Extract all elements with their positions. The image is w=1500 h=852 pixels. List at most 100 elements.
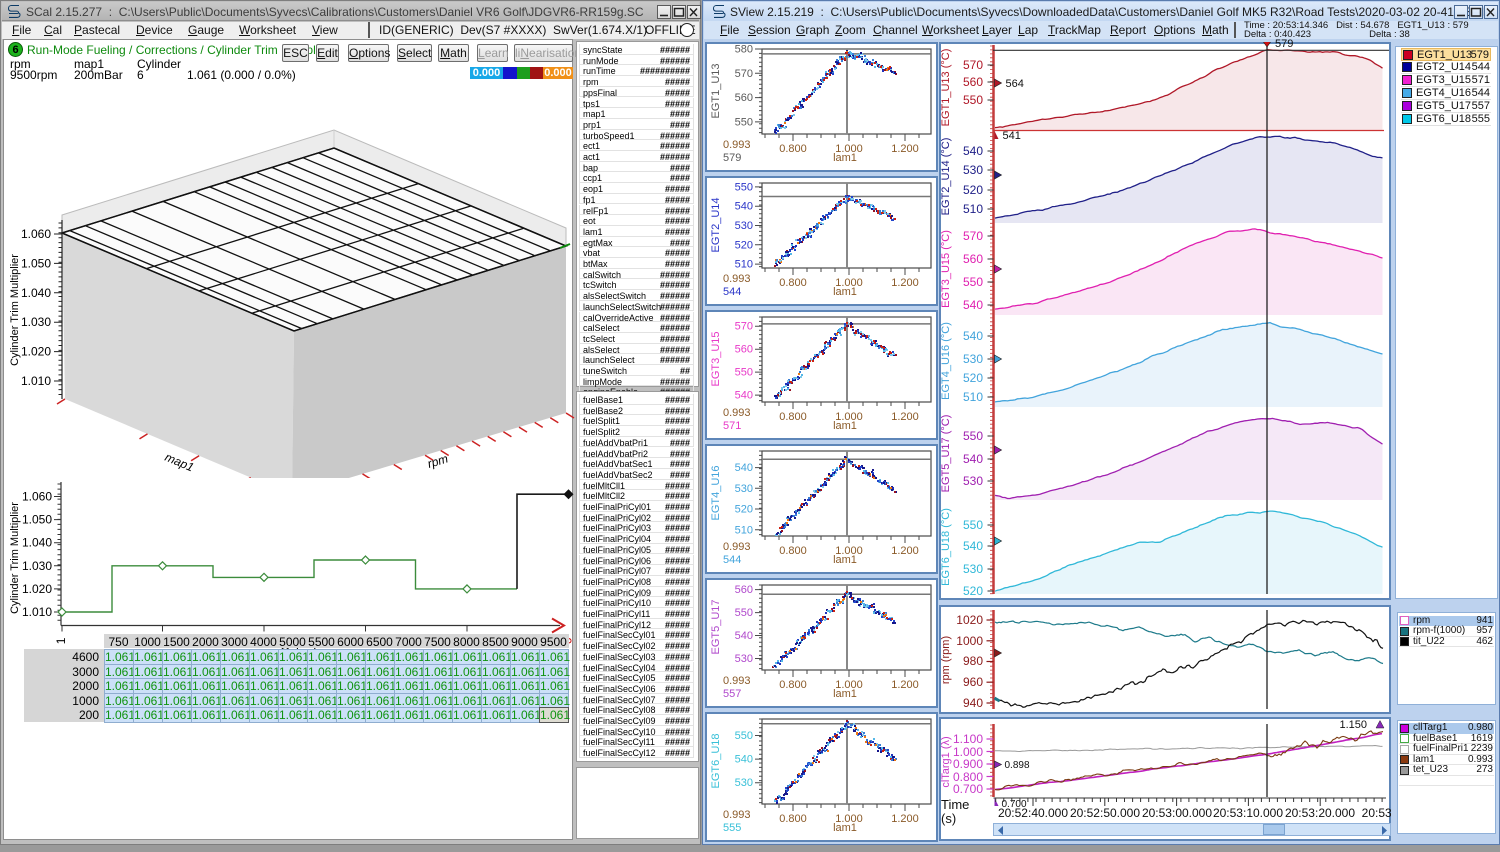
svg-text:571: 571 — [723, 420, 741, 432]
svg-text:544: 544 — [723, 554, 741, 566]
svg-text:lam1: lam1 — [833, 688, 857, 700]
svg-text:557: 557 — [723, 688, 741, 700]
svg-text:1.200: 1.200 — [891, 277, 919, 289]
svg-text:510: 510 — [963, 202, 983, 216]
svg-text:20:53:00.000: 20:53:00.000 — [1142, 806, 1212, 820]
svg-text:540: 540 — [735, 754, 753, 766]
svg-text:Cylinder Trim Multiplier: Cylinder Trim Multiplier — [9, 254, 21, 366]
svg-text:579: 579 — [723, 152, 741, 164]
svg-text:530: 530 — [735, 483, 753, 495]
svg-text:580: 580 — [735, 44, 753, 56]
svg-text:960: 960 — [963, 675, 983, 689]
svg-text:Time: Time — [941, 797, 969, 812]
svg-text:1.050: 1.050 — [21, 256, 51, 270]
svg-text:1.060: 1.060 — [22, 490, 52, 504]
svg-text:1.200: 1.200 — [891, 545, 919, 557]
svg-text:520: 520 — [735, 239, 753, 251]
svg-text:550: 550 — [963, 429, 983, 443]
svg-text:550: 550 — [735, 607, 753, 619]
svg-text:540: 540 — [735, 390, 753, 402]
svg-text:0.900: 0.900 — [953, 757, 983, 771]
svg-text:540: 540 — [963, 452, 983, 466]
svg-text:530: 530 — [735, 777, 753, 789]
svg-text:520: 520 — [963, 584, 983, 598]
svg-text:0.898: 0.898 — [1005, 760, 1030, 771]
svg-text:540: 540 — [963, 298, 983, 312]
svg-text:20:52:40.000: 20:52:40.000 — [998, 806, 1068, 820]
svg-text:0.800: 0.800 — [779, 679, 807, 691]
svg-text:(s): (s) — [941, 811, 956, 826]
svg-text:1.030: 1.030 — [22, 559, 52, 573]
svg-text:EGT4_U16: EGT4_U16 — [710, 465, 722, 520]
svg-text:lam1: lam1 — [833, 554, 857, 566]
svg-text:20:53:20.000: 20:53:20.000 — [1285, 806, 1355, 820]
svg-text:lam1: lam1 — [833, 822, 857, 834]
svg-text:555: 555 — [723, 822, 741, 834]
svg-text:1.000: 1.000 — [835, 545, 863, 557]
svg-text:940: 940 — [963, 696, 983, 710]
svg-text:1.020: 1.020 — [21, 345, 51, 359]
svg-text:560: 560 — [735, 344, 753, 356]
svg-text:1.040: 1.040 — [21, 286, 51, 300]
svg-text:550: 550 — [735, 367, 753, 379]
svg-text:541: 541 — [1003, 130, 1021, 142]
svg-text:lam1: lam1 — [833, 286, 857, 298]
svg-text:1020: 1020 — [956, 613, 983, 627]
svg-text:540: 540 — [735, 201, 753, 213]
svg-text:0.800: 0.800 — [779, 545, 807, 557]
svg-text:1.000: 1.000 — [953, 745, 983, 759]
svg-text:0.993: 0.993 — [723, 675, 751, 687]
svg-text:1.020: 1.020 — [22, 582, 52, 596]
svg-text:1.030: 1.030 — [21, 315, 51, 329]
svg-text:EGT2_U14: EGT2_U14 — [710, 197, 722, 252]
svg-text:550: 550 — [963, 93, 983, 107]
svg-text:Cylinder Trim Multiplier: Cylinder Trim Multiplier — [9, 502, 21, 614]
svg-text:1.000: 1.000 — [835, 813, 863, 825]
svg-text:1.000: 1.000 — [835, 143, 863, 155]
svg-text:530: 530 — [963, 163, 983, 177]
svg-text:EGT6_U18: EGT6_U18 — [710, 733, 722, 788]
svg-text:rpm: rpm — [426, 451, 450, 470]
svg-text:540: 540 — [963, 329, 983, 343]
svg-text:510: 510 — [963, 390, 983, 404]
svg-text:530: 530 — [963, 562, 983, 576]
svg-text:EGT6_U18 (°C): EGT6_U18 (°C) — [940, 508, 952, 586]
svg-text:510: 510 — [735, 524, 753, 536]
svg-text:0.800: 0.800 — [779, 277, 807, 289]
svg-text:0.800: 0.800 — [953, 770, 983, 784]
svg-text:540: 540 — [963, 144, 983, 158]
svg-text:rpm (rpm): rpm (rpm) — [940, 636, 952, 684]
svg-text:EGT3_U15: EGT3_U15 — [710, 331, 722, 386]
svg-text:0.800: 0.800 — [779, 813, 807, 825]
svg-text:0.993: 0.993 — [723, 273, 751, 285]
svg-text:EGT3_U15 (°C): EGT3_U15 (°C) — [940, 230, 952, 308]
svg-text:570: 570 — [963, 58, 983, 72]
svg-text:0.700: 0.700 — [1002, 799, 1027, 810]
svg-text:0.800: 0.800 — [779, 143, 807, 155]
svg-text:1.200: 1.200 — [891, 411, 919, 423]
svg-text:530: 530 — [963, 474, 983, 488]
svg-text:1.040: 1.040 — [22, 536, 52, 550]
svg-text:1.060: 1.060 — [21, 227, 51, 241]
svg-text:540: 540 — [735, 462, 753, 474]
svg-text:560: 560 — [735, 92, 753, 104]
svg-text:0.700: 0.700 — [953, 782, 983, 796]
svg-text:1.010: 1.010 — [21, 374, 51, 388]
svg-text:550: 550 — [735, 730, 753, 742]
svg-text:20:52:50.000: 20:52:50.000 — [1070, 806, 1140, 820]
svg-text:564: 564 — [1006, 78, 1024, 90]
svg-text:0.800: 0.800 — [779, 411, 807, 423]
svg-text:EGT1_U13: EGT1_U13 — [710, 63, 722, 118]
svg-text:520: 520 — [963, 183, 983, 197]
svg-text:EGT5_U17 (°C): EGT5_U17 (°C) — [940, 415, 952, 493]
svg-text:1.000: 1.000 — [835, 277, 863, 289]
svg-text:1.150: 1.150 — [1339, 719, 1367, 731]
svg-text:570: 570 — [735, 68, 753, 80]
svg-text:1.100: 1.100 — [953, 732, 983, 746]
svg-text:560: 560 — [963, 252, 983, 266]
svg-text:550: 550 — [963, 275, 983, 289]
svg-text:clTarg1 (λ): clTarg1 (λ) — [940, 736, 952, 787]
svg-text:1000: 1000 — [956, 634, 983, 648]
svg-text:570: 570 — [963, 229, 983, 243]
svg-text:530: 530 — [735, 653, 753, 665]
